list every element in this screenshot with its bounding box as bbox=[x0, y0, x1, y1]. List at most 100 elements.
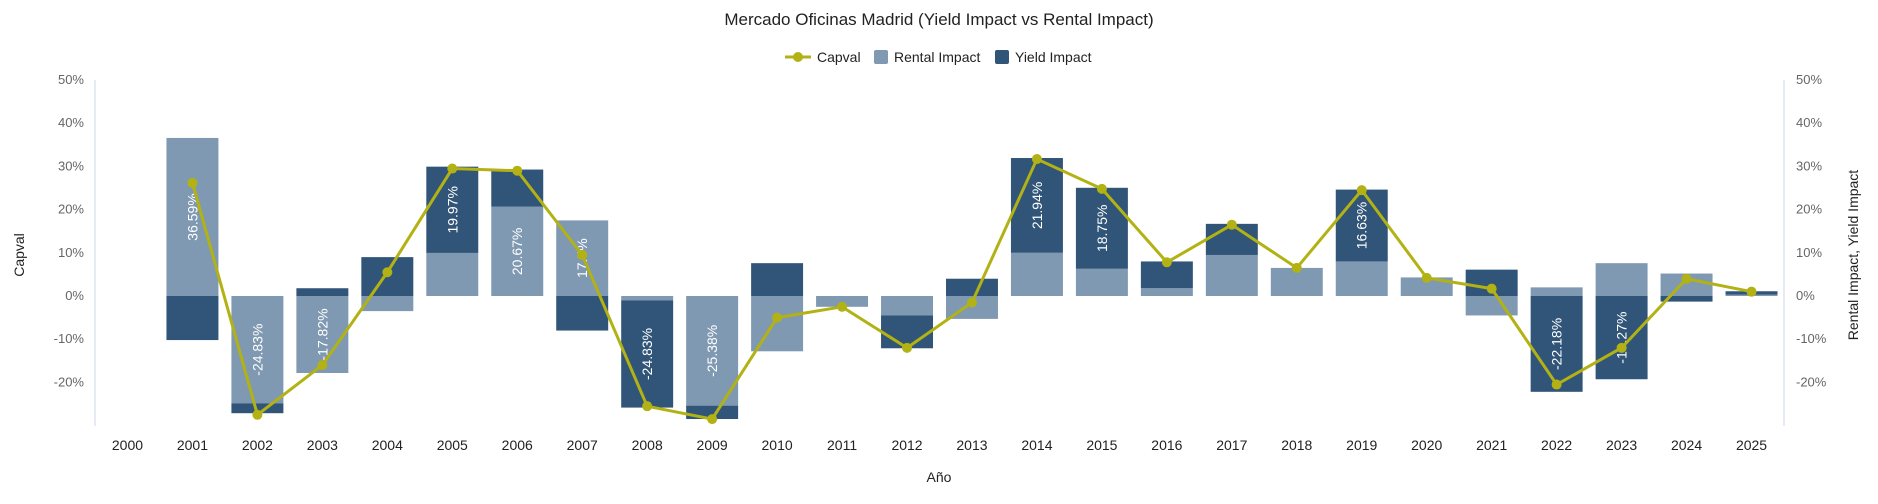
bar-yield-impact-2012[interactable] bbox=[881, 315, 934, 349]
bar-rental-impact-2001[interactable] bbox=[166, 137, 219, 296]
capval-point-2007[interactable] bbox=[577, 249, 588, 260]
bar-rental-impact-2019[interactable] bbox=[1335, 261, 1388, 296]
capval-point-2020[interactable] bbox=[1421, 272, 1432, 283]
bar-rental-impact-2012[interactable] bbox=[881, 296, 934, 316]
capval-point-2001[interactable] bbox=[187, 177, 198, 188]
capval-point-2017[interactable] bbox=[1226, 219, 1237, 230]
data-label-2022: -22.18% bbox=[1549, 318, 1565, 370]
right-tick-label: 0% bbox=[1796, 288, 1815, 303]
bar-yield-impact-2023[interactable] bbox=[1595, 296, 1648, 380]
x-tick-label: 2009 bbox=[697, 437, 728, 453]
capval-point-2003[interactable] bbox=[317, 360, 328, 371]
bar-rental-impact-2011[interactable] bbox=[816, 296, 869, 307]
data-label-2006: 20.67% bbox=[509, 228, 525, 275]
bar-rental-impact-2017[interactable] bbox=[1205, 254, 1258, 296]
x-tick-label: 2003 bbox=[307, 437, 338, 453]
bar-rental-impact-2021[interactable] bbox=[1465, 296, 1518, 316]
x-tick-label: 2022 bbox=[1541, 437, 1572, 453]
capval-point-2024[interactable] bbox=[1681, 273, 1692, 284]
capval-point-2012[interactable] bbox=[902, 342, 913, 353]
bar-yield-impact-2007[interactable] bbox=[556, 296, 609, 331]
bar-yield-impact-2005[interactable] bbox=[426, 166, 479, 253]
bar-yield-impact-2019[interactable] bbox=[1335, 189, 1388, 262]
x-tick-label: 2024 bbox=[1671, 437, 1702, 453]
data-label-2002: -24.83% bbox=[249, 324, 265, 376]
x-tick-label: 2017 bbox=[1216, 437, 1247, 453]
left-tick-label: 30% bbox=[58, 158, 84, 173]
x-tick-label: 2002 bbox=[242, 437, 273, 453]
bar-rental-impact-2010[interactable] bbox=[751, 296, 804, 352]
capval-point-2004[interactable] bbox=[382, 267, 393, 278]
left-axis-ticks: 50% 40% 30% 20% 10% 0% -10% -20% bbox=[54, 72, 85, 389]
capval-line-series bbox=[187, 154, 1757, 425]
left-tick-label: -20% bbox=[54, 374, 85, 389]
capval-point-2021[interactable] bbox=[1486, 283, 1497, 294]
capval-point-2023[interactable] bbox=[1616, 342, 1627, 353]
x-tick-label: 2008 bbox=[632, 437, 663, 453]
bar-labels: 36.59%-24.83%-17.82%19.97%20.67%17.5%-24… bbox=[184, 182, 1629, 380]
legend-item-capval[interactable]: Capval bbox=[785, 49, 861, 65]
capval-point-2016[interactable] bbox=[1161, 257, 1172, 268]
bar-yield-impact-2003[interactable] bbox=[296, 288, 349, 296]
x-tick-label: 2007 bbox=[567, 437, 598, 453]
capval-point-2015[interactable] bbox=[1096, 183, 1107, 194]
bar-rental-impact-2020[interactable] bbox=[1400, 277, 1453, 296]
legend-item-yield-impact[interactable]: Yield Impact bbox=[995, 49, 1092, 65]
data-label-2003: -17.82% bbox=[314, 308, 330, 360]
capval-point-2006[interactable] bbox=[512, 165, 523, 176]
right-axis-title: Rental Impact, Yield Impact bbox=[1845, 170, 1861, 341]
x-tick-label: 2018 bbox=[1281, 437, 1312, 453]
x-tick-label: 2020 bbox=[1411, 437, 1442, 453]
capval-point-2005[interactable] bbox=[447, 163, 458, 174]
x-axis-ticks: 2000 2001 2002 2003 2004 2005 2006 2007 2008 2009… bbox=[112, 437, 1767, 453]
x-tick-label: 2013 bbox=[956, 437, 987, 453]
capval-point-2010[interactable] bbox=[772, 312, 783, 323]
capval-point-2009[interactable] bbox=[707, 414, 718, 425]
capval-point-2011[interactable] bbox=[837, 301, 848, 312]
x-tick-label: 2005 bbox=[437, 437, 468, 453]
bar-yield-impact-2008[interactable] bbox=[621, 300, 674, 408]
data-label-2008: -24.83% bbox=[639, 328, 655, 380]
right-tick-label: -20% bbox=[1796, 374, 1827, 389]
legend-yield-impact-label: Yield Impact bbox=[1015, 49, 1092, 65]
data-label-2009: -25.38% bbox=[704, 325, 720, 377]
bar-rental-impact-2014[interactable] bbox=[1010, 252, 1063, 296]
bar-yield-impact-2001[interactable] bbox=[166, 296, 219, 341]
capval-point-2022[interactable] bbox=[1551, 379, 1562, 390]
capval-point-2008[interactable] bbox=[642, 401, 653, 412]
bar-yield-impact-2002[interactable] bbox=[231, 403, 284, 414]
bar-rental-impact-2023[interactable] bbox=[1595, 263, 1648, 296]
bar-rental-impact-2004[interactable] bbox=[361, 296, 414, 312]
x-tick-label: 2012 bbox=[891, 437, 922, 453]
bar-yield-impact-2006[interactable] bbox=[491, 169, 544, 207]
bar-rental-impact-2009[interactable] bbox=[686, 296, 739, 406]
right-tick-label: 20% bbox=[1796, 202, 1822, 217]
bar-rental-impact-2006[interactable] bbox=[491, 206, 544, 296]
legend-item-rental-impact[interactable]: Rental Impact bbox=[874, 49, 980, 65]
data-label-2014: 21.94% bbox=[1029, 182, 1045, 229]
data-label-2001: 36.59% bbox=[184, 193, 200, 240]
x-tick-label: 2015 bbox=[1086, 437, 1117, 453]
bar-rental-impact-2016[interactable] bbox=[1140, 288, 1193, 296]
capval-point-2019[interactable] bbox=[1356, 185, 1367, 196]
bar-yield-impact-2015[interactable] bbox=[1075, 187, 1128, 269]
capval-point-2018[interactable] bbox=[1291, 262, 1302, 273]
bar-rental-impact-2005[interactable] bbox=[426, 252, 479, 296]
x-tick-label: 2004 bbox=[372, 437, 403, 453]
bar-yield-impact-2010[interactable] bbox=[751, 263, 804, 296]
bar-yield-impact-2014[interactable] bbox=[1010, 158, 1063, 253]
bar-rental-impact-2015[interactable] bbox=[1075, 268, 1128, 296]
right-tick-label: -10% bbox=[1796, 331, 1827, 346]
capval-point-2025[interactable] bbox=[1746, 286, 1757, 297]
right-axis-ticks: 50% 40% 30% 20% 10% 0% -10% -20% bbox=[1796, 72, 1827, 389]
bars bbox=[166, 137, 1778, 420]
bar-rental-impact-2022[interactable] bbox=[1530, 287, 1583, 296]
capval-point-2014[interactable] bbox=[1031, 154, 1042, 165]
capval-point-2013[interactable] bbox=[966, 297, 977, 308]
capval-point-2002[interactable] bbox=[252, 409, 263, 420]
bar-yield-impact-2013[interactable] bbox=[945, 278, 998, 296]
bar-rental-impact-2008[interactable] bbox=[621, 296, 674, 301]
bar-yield-impact-2024[interactable] bbox=[1660, 296, 1713, 302]
